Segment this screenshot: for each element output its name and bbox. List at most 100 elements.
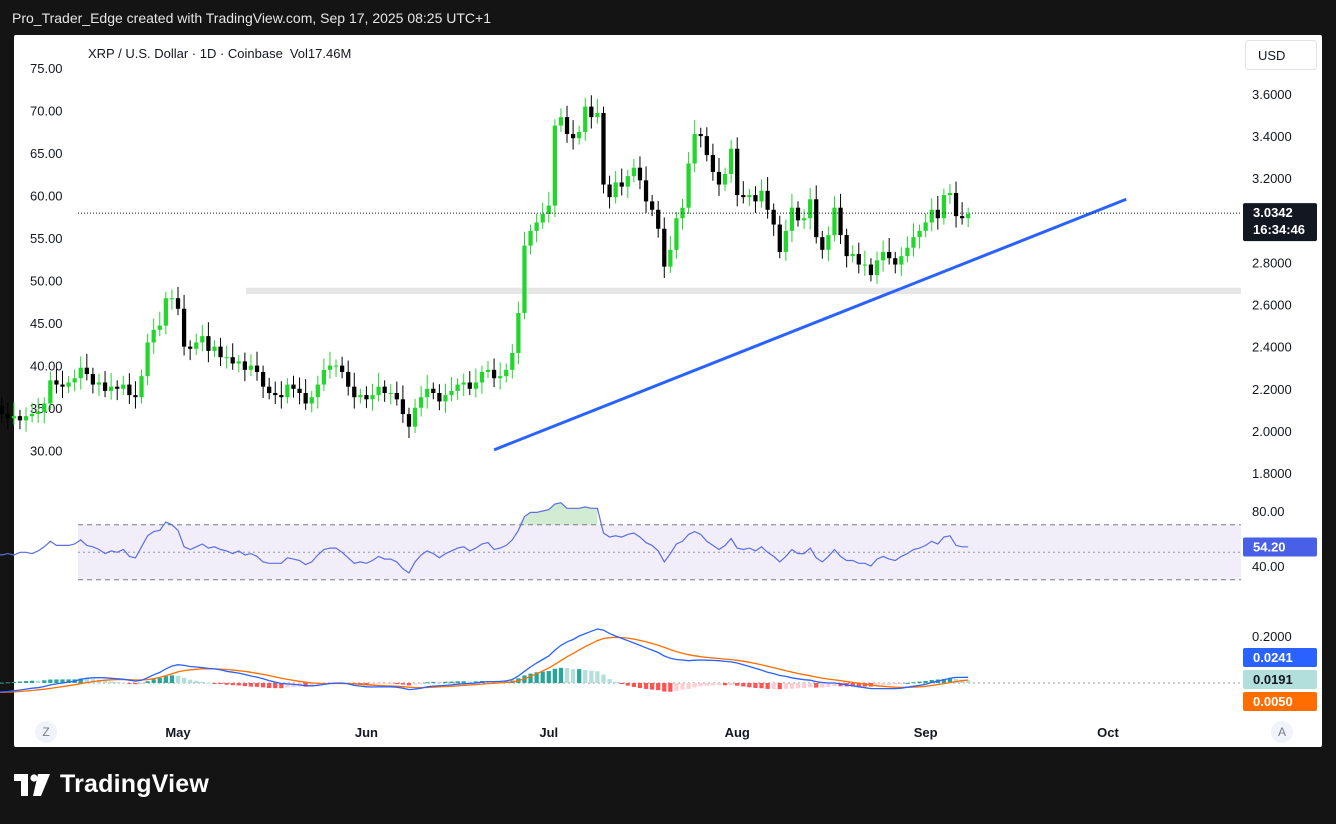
candle-body bbox=[722, 174, 728, 185]
candle-body bbox=[686, 163, 691, 208]
macd-histogram-bar bbox=[887, 683, 892, 685]
candle-body bbox=[789, 207, 795, 231]
candle-body bbox=[838, 207, 843, 236]
candle-body bbox=[649, 201, 655, 210]
macd-histogram-bar bbox=[649, 683, 655, 690]
rsi-axis-tick: 40.00 bbox=[1252, 559, 1285, 574]
currency-button[interactable]: USD bbox=[1245, 40, 1317, 70]
macd-histogram-bar bbox=[570, 669, 576, 683]
left-axis-tick: 45.00 bbox=[30, 316, 63, 331]
macd-histogram-bar bbox=[188, 679, 193, 683]
candle-body bbox=[376, 386, 381, 396]
macd-histogram-bar bbox=[303, 683, 308, 687]
macd-histogram-bar bbox=[686, 683, 691, 689]
macd-histogram-bar bbox=[674, 683, 679, 691]
right-axis-tick: 3.6000 bbox=[1252, 87, 1292, 102]
candle-body bbox=[613, 182, 618, 198]
candle-body bbox=[309, 397, 314, 404]
macd-histogram-bar bbox=[267, 683, 272, 689]
candle-body bbox=[735, 148, 740, 196]
macd-badge-text: 0.0241 bbox=[1253, 650, 1293, 665]
candle-body bbox=[552, 125, 557, 206]
macd-histogram-bar bbox=[874, 683, 880, 686]
macd-histogram-bar bbox=[814, 683, 819, 688]
macd-histogram-bar bbox=[662, 683, 667, 692]
macd-histogram-bar bbox=[400, 683, 406, 685]
macd-histogram-bar bbox=[528, 673, 533, 683]
macd-histogram-bar bbox=[181, 677, 187, 683]
macd-histogram-bar bbox=[558, 667, 564, 683]
macd-histogram-bar bbox=[194, 680, 199, 683]
candle-body bbox=[297, 388, 302, 393]
candle-body bbox=[570, 134, 576, 139]
candle-body bbox=[273, 392, 278, 396]
right-axis-tick: 2.6000 bbox=[1252, 298, 1292, 313]
candle-body bbox=[224, 357, 229, 359]
candle-body bbox=[850, 254, 855, 257]
candle-body bbox=[953, 192, 959, 217]
candle-body bbox=[84, 367, 89, 375]
macd-histogram-bar bbox=[273, 683, 278, 689]
left-axis-tick: 60.00 bbox=[30, 189, 63, 204]
candle-body bbox=[498, 376, 503, 379]
candle-body bbox=[777, 224, 782, 252]
candle-body bbox=[856, 254, 861, 265]
macd-histogram-bar bbox=[905, 682, 910, 684]
candle-body bbox=[765, 190, 770, 210]
candle-body bbox=[771, 209, 776, 225]
candle-body bbox=[716, 171, 722, 185]
macd-histogram-bar bbox=[771, 683, 776, 689]
macd-histogram-bar bbox=[607, 679, 612, 683]
candle-body bbox=[90, 374, 96, 385]
macd-histogram-bar bbox=[449, 681, 454, 683]
candle-body bbox=[674, 218, 679, 250]
candle-body bbox=[753, 195, 758, 202]
trendline[interactable] bbox=[493, 197, 1127, 452]
candle-body bbox=[844, 235, 849, 257]
candle-body bbox=[826, 235, 831, 250]
auto-scale-button[interactable]: A bbox=[1271, 721, 1293, 743]
right-axis-tick: 2.8000 bbox=[1252, 255, 1292, 270]
candle-body bbox=[17, 416, 23, 421]
candle-body bbox=[406, 414, 412, 427]
tradingview-brand[interactable]: TradingView bbox=[14, 770, 209, 799]
macd-histogram-bar bbox=[698, 683, 703, 687]
candle-body bbox=[48, 380, 53, 404]
candle-body bbox=[917, 230, 922, 238]
time-axis: May Jun Jul Aug Sep Oct bbox=[165, 725, 1119, 740]
candle-body bbox=[516, 312, 521, 353]
log-scale-button[interactable]: Z bbox=[35, 721, 57, 743]
macd-line bbox=[0, 628, 969, 693]
macd-histogram-bar bbox=[139, 683, 144, 684]
macd-histogram-bar bbox=[242, 683, 247, 687]
candle-body bbox=[115, 386, 120, 389]
rsi-badge: 54.20 bbox=[1243, 537, 1317, 557]
macd-histogram-bar bbox=[236, 683, 241, 686]
candle-body bbox=[339, 365, 345, 372]
candle-body bbox=[923, 222, 928, 231]
macd-histogram-bar bbox=[309, 683, 314, 686]
candle-body bbox=[157, 325, 162, 330]
candle-body bbox=[832, 207, 837, 236]
left-axis-tick: 50.00 bbox=[30, 274, 63, 289]
macd-histogram-bar bbox=[862, 683, 867, 687]
macd-histogram-bar bbox=[382, 683, 387, 684]
candle-body bbox=[887, 251, 892, 259]
macd-histogram-bar bbox=[838, 683, 843, 687]
candle-body bbox=[491, 369, 497, 379]
candle-body bbox=[163, 298, 168, 326]
macd-histogram-bar bbox=[443, 681, 448, 683]
symbol-legend[interactable]: XRP / U.S. Dollar · 1D · Coinbase Vol17.4… bbox=[88, 46, 351, 61]
rsi-line bbox=[0, 502, 969, 574]
candle-body bbox=[631, 167, 637, 177]
candle-body bbox=[175, 298, 181, 309]
candle-body bbox=[911, 237, 916, 248]
candle-body bbox=[248, 365, 254, 370]
hist-badge-text: 0.0050 bbox=[1253, 694, 1293, 709]
candle-body bbox=[808, 199, 813, 219]
candle-body bbox=[139, 376, 144, 398]
price-badge-text: 16:34:46 bbox=[1253, 222, 1305, 237]
candle-body bbox=[285, 384, 290, 398]
candle-body bbox=[601, 112, 606, 185]
